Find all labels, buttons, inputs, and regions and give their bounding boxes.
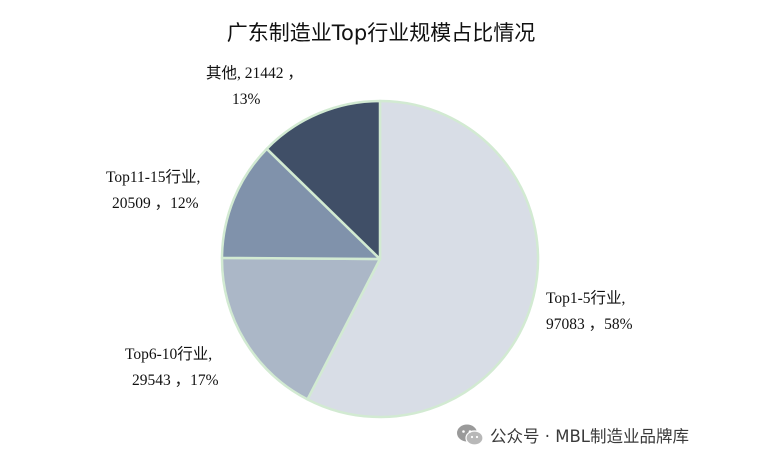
pie-slice-2 (220, 256, 382, 401)
chart-title: 广东制造业Top行业规模占比情况 (227, 21, 535, 45)
pie-slice-3 (220, 147, 382, 261)
slice-labels: Top1-5行业, 97083 ，58% Top6-10行业, 29543 ，17% T… (106, 64, 633, 389)
watermark: 公众号 · MBL制造业品牌库 (456, 420, 689, 450)
wechat-icon (457, 424, 484, 446)
slice-label-1: Top1-5行业, 97083 ，58% (546, 289, 633, 333)
watermark-text: 公众号 · MBL制造业品牌库 (490, 427, 689, 446)
slice-label-4: 其他, 21442 ， 13% (206, 64, 303, 108)
pie-slices (220, 99, 540, 419)
pie-slice-1 (306, 99, 540, 419)
slice-label-3: Top11-15行业, 20509 ，12% (106, 168, 200, 212)
pie-slice-4 (265, 99, 382, 261)
slice-label-2: Top6-10行业, 29543 ，17% (125, 345, 219, 389)
